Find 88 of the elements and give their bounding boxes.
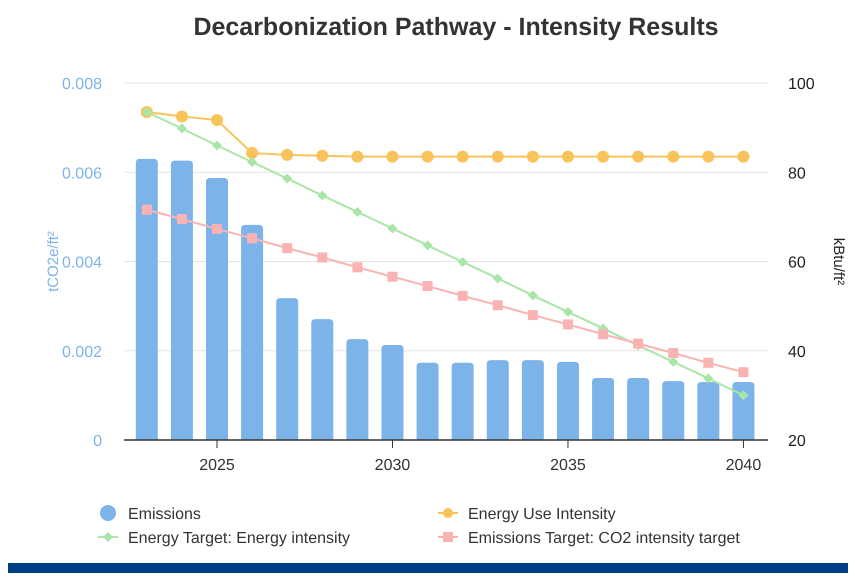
point [422, 240, 433, 250]
point [316, 150, 328, 162]
point [317, 252, 328, 262]
point [667, 150, 680, 163]
bar [732, 382, 754, 440]
point [458, 256, 468, 267]
point [352, 262, 362, 272]
point [632, 150, 644, 163]
bar [276, 298, 298, 440]
point [387, 272, 398, 282]
point [458, 290, 468, 301]
point [668, 356, 678, 367]
bar [697, 382, 720, 440]
x-tick-label: 2040 [726, 457, 762, 474]
point [703, 358, 714, 368]
legend-label: Emissions Target: CO2 intensity target [468, 530, 740, 547]
point [528, 310, 538, 320]
point [317, 190, 328, 200]
bar [416, 362, 439, 440]
chart-title: Decarbonization Pathway - Intensity Results [193, 13, 719, 41]
point [528, 290, 538, 300]
y2-tick-label: 20 [788, 433, 806, 450]
point [422, 150, 434, 163]
point [492, 150, 504, 163]
bar [311, 319, 334, 440]
point [668, 348, 678, 358]
bar [346, 339, 368, 440]
y-tick-label: 0.002 [62, 344, 102, 361]
point [386, 150, 398, 163]
bar [206, 178, 228, 440]
point [282, 243, 292, 254]
point [176, 214, 187, 224]
point [422, 281, 433, 292]
y2-tick-label: 100 [788, 76, 815, 93]
point [176, 124, 187, 134]
point [456, 150, 469, 163]
point [492, 300, 503, 310]
point [526, 150, 539, 163]
point [247, 156, 258, 167]
point [737, 150, 750, 163]
legend-label: Energy Use Intensity [468, 506, 616, 523]
bar [627, 378, 650, 440]
bar [452, 362, 474, 440]
y2-tick-label: 80 [788, 165, 806, 182]
x-tick-label: 2035 [550, 457, 586, 474]
point [597, 150, 610, 163]
point [212, 140, 222, 150]
point [598, 329, 608, 340]
point [352, 206, 362, 217]
bar [381, 344, 404, 440]
legend-label: Emissions [128, 506, 201, 523]
point [492, 273, 503, 284]
point [212, 224, 222, 234]
y-tick-label: 0 [93, 433, 102, 450]
bar [136, 158, 158, 440]
point [703, 373, 714, 384]
point [176, 110, 188, 122]
point [246, 147, 258, 160]
point [211, 114, 224, 126]
bar [170, 160, 193, 440]
point [562, 319, 573, 330]
point [387, 223, 398, 234]
x-tick-label: 2030 [374, 457, 410, 474]
bar [556, 362, 579, 440]
point [562, 150, 574, 163]
y-tick-label: 0.008 [62, 76, 102, 93]
y-tick-label: 0.006 [62, 165, 102, 182]
point [142, 204, 152, 215]
bar [486, 360, 509, 440]
point [702, 150, 714, 163]
y2-tick-label: 60 [788, 254, 806, 272]
x-tick-label: 2025 [199, 457, 235, 474]
point [562, 306, 573, 317]
y2-tick-label: 40 [788, 344, 806, 361]
y2-axis-title: kBtu/ft² [830, 238, 847, 286]
point [351, 150, 364, 163]
y-tick-label: 0.004 [62, 254, 102, 272]
point [738, 390, 748, 400]
point [247, 233, 258, 244]
bar [662, 381, 684, 440]
bar [522, 360, 544, 440]
y-axis-title: tCO2e/ft² [45, 231, 62, 292]
point [738, 367, 748, 378]
point [282, 174, 292, 184]
legend-label: Energy Target: Energy intensity [128, 530, 350, 547]
point [281, 148, 294, 161]
bar [241, 224, 264, 440]
bar [592, 378, 614, 440]
